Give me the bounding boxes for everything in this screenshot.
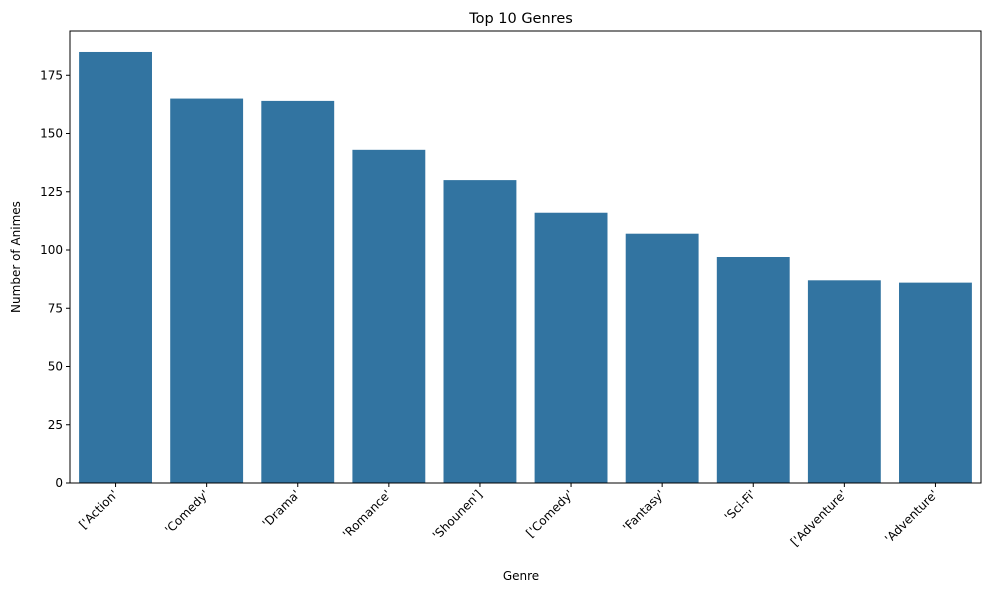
bar-6	[534, 212, 608, 484]
bar-7	[625, 233, 699, 483]
y-axis-label: Number of Animes	[9, 201, 23, 313]
bars-group	[79, 51, 972, 484]
plot-frame	[69, 30, 982, 484]
bar-10	[899, 282, 972, 483]
y-axis: 0 25 50 75 100 125 150 175	[40, 68, 70, 490]
bar-8	[716, 257, 790, 483]
bar-1	[79, 51, 152, 483]
y-tick-label: 75	[48, 301, 63, 315]
y-tick-label: 25	[48, 418, 63, 432]
bar-4	[352, 149, 426, 483]
y-tick-label: 175	[40, 68, 63, 82]
y-tick-label: 50	[48, 360, 63, 374]
bar-2	[170, 98, 244, 483]
x-axis-label: Genre	[503, 569, 539, 583]
chart-title: Top 10 Genres	[468, 11, 573, 27]
bar-5	[443, 180, 517, 484]
y-tick-label: 100	[40, 243, 63, 257]
y-tick-label: 150	[40, 127, 63, 141]
y-tick-label: 0	[55, 476, 63, 490]
bar-9	[807, 280, 881, 483]
y-tick-label: 125	[40, 185, 63, 199]
bar-3	[261, 100, 335, 484]
